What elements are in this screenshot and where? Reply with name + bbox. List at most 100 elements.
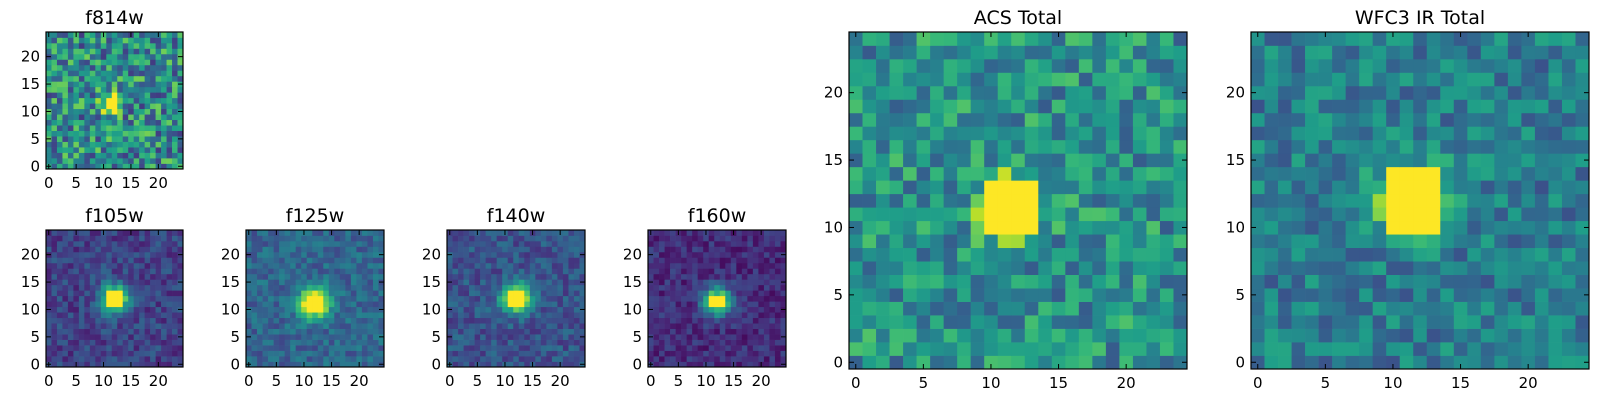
heatmap-cell — [133, 230, 140, 236]
heatmap-cell — [1105, 32, 1120, 46]
x-tick-label: 10 — [94, 174, 113, 192]
heatmap-cell — [133, 70, 140, 77]
heatmap-cell — [122, 42, 129, 49]
heatmap-cell — [1132, 234, 1147, 249]
heatmap-cell — [1345, 180, 1360, 195]
heatmap-cell — [763, 279, 770, 286]
heatmap-cell — [251, 290, 258, 297]
heatmap-cell — [367, 317, 374, 324]
heatmap-cell — [155, 92, 162, 99]
heatmap-cell — [1467, 342, 1482, 356]
heatmap-cell — [51, 48, 58, 55]
heatmap-cell — [144, 235, 151, 242]
heatmap-cell — [957, 72, 972, 87]
heatmap-cell — [172, 295, 178, 302]
heatmap-cell — [708, 339, 715, 346]
heatmap-cell — [1291, 85, 1306, 100]
heatmap-cell — [84, 323, 91, 329]
heatmap-cell — [1105, 234, 1120, 249]
heatmap-cell — [67, 37, 74, 44]
heatmap-cell — [46, 130, 52, 137]
heatmap-cell — [117, 64, 124, 71]
heatmap-cell — [155, 235, 162, 242]
heatmap-cell — [139, 158, 145, 164]
heatmap-cell — [1426, 355, 1441, 370]
heatmap-cell — [1548, 153, 1563, 168]
heatmap-cell — [46, 103, 52, 110]
heatmap-cell — [312, 350, 319, 357]
heatmap-cell — [128, 130, 135, 137]
heatmap-cell — [697, 257, 704, 264]
heatmap-cell — [984, 247, 999, 262]
heatmap-cell — [78, 356, 85, 362]
heatmap-cell — [458, 240, 464, 247]
heatmap-cell — [562, 339, 569, 346]
heatmap-cell — [128, 48, 135, 55]
heatmap-cell — [339, 262, 346, 269]
heatmap-cell — [491, 284, 498, 291]
heatmap-cell — [463, 295, 470, 302]
heatmap-cell — [1332, 288, 1346, 302]
heatmap-cell — [758, 268, 765, 275]
heatmap-cell — [279, 295, 285, 302]
heatmap-cell — [246, 268, 252, 275]
heatmap-cell — [491, 240, 498, 247]
heatmap-cell — [502, 345, 509, 351]
heatmap-cell — [774, 361, 781, 368]
heatmap-cell — [1413, 328, 1428, 343]
heatmap-cell — [1132, 166, 1147, 181]
heatmap-cell — [1534, 126, 1549, 141]
heatmap-cell — [117, 158, 124, 164]
heatmap-cell — [664, 350, 671, 357]
heatmap-cell — [518, 306, 525, 313]
heatmap-cell — [372, 328, 379, 335]
heatmap-cell — [903, 247, 917, 262]
heatmap-cell — [518, 317, 525, 324]
heatmap-cell — [1119, 328, 1134, 343]
heatmap-cell — [546, 284, 553, 291]
heatmap-cell — [161, 141, 167, 148]
heatmap-cell — [485, 361, 492, 368]
heatmap-cell — [306, 361, 313, 368]
heatmap-cell — [251, 235, 258, 242]
heatmap-cell — [89, 147, 96, 153]
heatmap-cell — [100, 48, 107, 55]
heatmap-cell — [758, 262, 765, 269]
heatmap-cell — [1065, 193, 1080, 208]
heatmap-cell — [1332, 301, 1346, 316]
y-tick-label: 15 — [21, 273, 40, 291]
heatmap-cell — [1332, 45, 1346, 60]
heatmap-cell — [562, 334, 569, 340]
heatmap-cell — [758, 301, 765, 308]
heatmap-cell — [780, 356, 787, 362]
heatmap-cell — [78, 328, 85, 335]
heatmap-cell — [862, 139, 877, 154]
heatmap-cell — [758, 350, 765, 357]
heatmap-cell — [741, 251, 748, 258]
heatmap-cell — [111, 317, 118, 324]
heatmap-cell — [1561, 72, 1576, 87]
heatmap-cell — [648, 350, 654, 357]
heatmap-cell — [78, 235, 85, 242]
heatmap-cell — [747, 290, 754, 297]
heatmap-cell — [529, 257, 536, 264]
heatmap-cell — [1426, 180, 1441, 195]
heatmap-cell — [56, 268, 63, 275]
heatmap-cell — [485, 240, 492, 247]
heatmap-cell — [513, 345, 520, 351]
heatmap-cell — [518, 257, 525, 264]
heatmap-cell — [1119, 32, 1134, 46]
heatmap-cell — [1453, 72, 1468, 87]
heatmap-cell — [648, 356, 654, 362]
heatmap-cell — [529, 262, 536, 269]
heatmap-cell — [741, 345, 748, 351]
heatmap-cell — [56, 152, 63, 159]
heatmap-cell — [1092, 166, 1107, 181]
heatmap-cell — [117, 86, 124, 93]
heatmap-cell — [659, 345, 665, 351]
heatmap-cell — [122, 279, 129, 286]
heatmap-cell — [46, 141, 52, 148]
heatmap-cell — [447, 301, 453, 308]
heatmap-cell — [106, 37, 113, 44]
heatmap-cell — [719, 268, 726, 275]
